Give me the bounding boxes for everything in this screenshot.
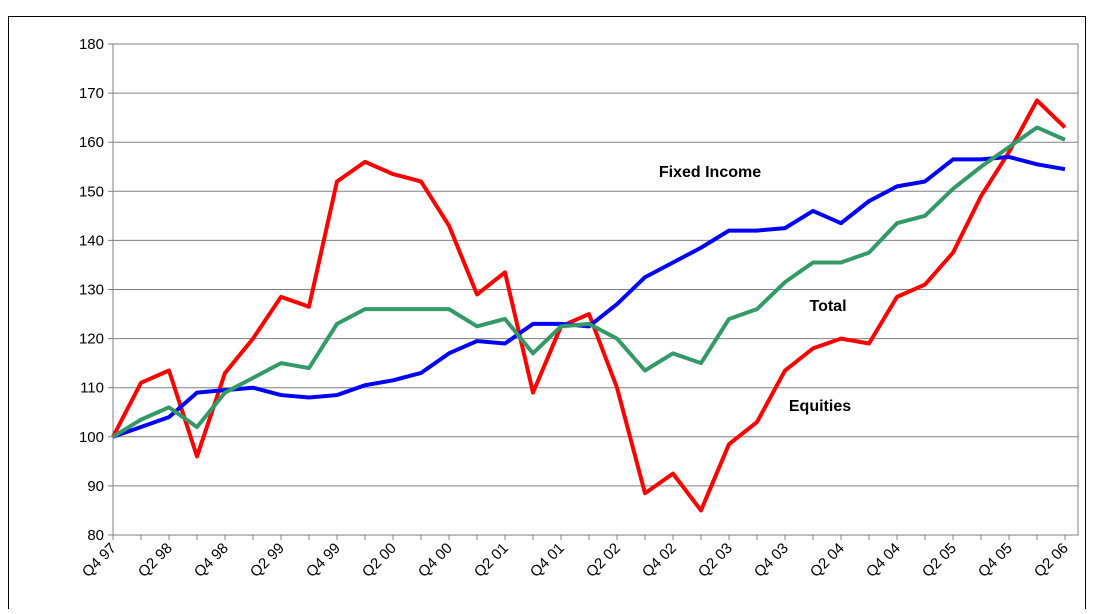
y-tick-label: 90 [87, 478, 104, 495]
x-tick-label: Q2 00 [359, 540, 400, 581]
series-label: Fixed Income [659, 164, 761, 181]
y-tick-label: 160 [79, 134, 104, 151]
x-tick-label: Q4 00 [415, 540, 456, 581]
x-tick-label: Q2 01 [471, 540, 512, 581]
x-tick-label: Q4 01 [527, 540, 568, 581]
x-tick-label: Q4 98 [191, 540, 232, 581]
x-tick-label: Q2 06 [1031, 540, 1072, 581]
x-tick-label: Q2 02 [583, 540, 624, 581]
y-tick-label: 170 [79, 85, 104, 102]
x-tick-label: Q4 99 [303, 540, 344, 581]
chart-border [8, 16, 1086, 614]
y-tick-label: 120 [79, 331, 104, 348]
x-tick-label: Q4 03 [751, 540, 792, 581]
line-0 [111, 98, 1067, 513]
series-label: Total [809, 298, 846, 315]
series-label: Equities [789, 398, 851, 415]
line-1 [112, 154, 1066, 439]
y-tick-label: 150 [79, 183, 104, 200]
y-tick-label: 110 [80, 380, 104, 397]
y-tick-label: 100 [79, 429, 104, 446]
y-tick-label: 80 [87, 527, 104, 544]
x-tick-label: Q4 05 [975, 540, 1016, 581]
x-tick-label: Q4 02 [639, 540, 680, 581]
y-tick-label: 130 [79, 282, 104, 299]
y-tick-label: 140 [79, 232, 104, 249]
line-2 [111, 125, 1066, 439]
x-tick-label: Q4 97 [79, 540, 120, 581]
x-tick-label: Q2 05 [919, 540, 960, 581]
x-tick-label: Q2 03 [695, 540, 736, 581]
y-tick-label: 180 [79, 36, 104, 53]
x-tick-label: Q4 04 [863, 540, 904, 581]
x-tick-label: Q2 04 [807, 540, 848, 581]
x-tick-label: Q2 99 [247, 540, 288, 581]
x-tick-label: Q2 98 [135, 540, 176, 581]
